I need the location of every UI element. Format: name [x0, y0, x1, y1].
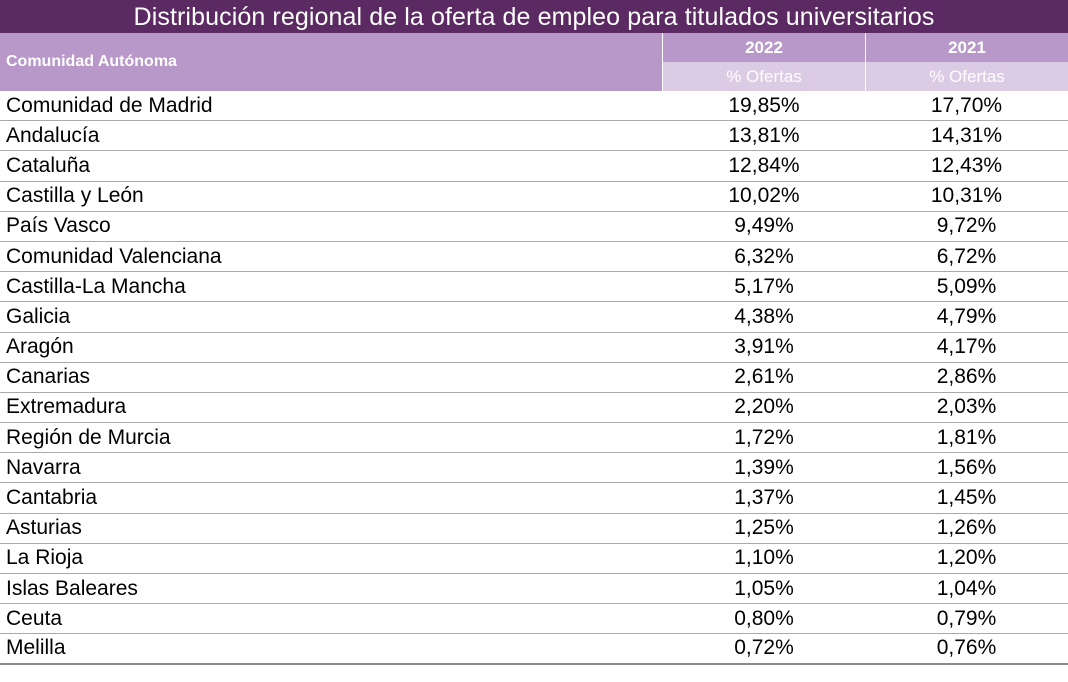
- table-row: Aragón 3,91% 4,17%: [0, 333, 1068, 363]
- value-2022-cell: 19,85%: [728, 93, 800, 117]
- year-2022-label: 2022: [663, 33, 865, 62]
- region-name-cell: Comunidad Valenciana: [6, 244, 222, 268]
- value-2022-cell: 9,49%: [734, 214, 794, 238]
- region-name-cell: Islas Baleares: [6, 576, 138, 600]
- region-name-cell: Melilla: [6, 636, 66, 660]
- table-row: Ceuta 0,80% 0,79%: [0, 604, 1068, 635]
- region-name-cell: Asturias: [6, 516, 82, 540]
- table-row: País Vasco 9,49% 9,72%: [0, 212, 1068, 242]
- region-name-cell: Comunidad de Madrid: [6, 93, 213, 117]
- year-2022-column-header: 2022 % Ofertas: [663, 33, 865, 91]
- table-row: Melilla 0,72% 0,76%: [0, 634, 1068, 665]
- table-body: Comunidad de Madrid 19,85% 17,70% Andalucía…: [0, 91, 1068, 665]
- value-2022-cell: 1,05%: [734, 576, 794, 600]
- table-row: Castilla y León 10,02% 10,31%: [0, 182, 1068, 212]
- table-row: La Rioja 1,10% 1,20%: [0, 544, 1068, 574]
- table-row: Navarra 1,39% 1,56%: [0, 453, 1068, 484]
- value-2022-cell: 0,80%: [734, 606, 794, 630]
- value-2021-cell: 1,81%: [936, 425, 997, 449]
- table-row: Canarias 2,61% 2,86%: [0, 363, 1068, 393]
- value-2021-cell: 1,56%: [936, 455, 997, 479]
- value-2021-cell: 6,72%: [936, 244, 997, 268]
- value-2022-cell: 1,72%: [734, 425, 794, 449]
- region-name-cell: Galicia: [6, 304, 71, 328]
- value-2022-cell: 0,72%: [734, 636, 794, 660]
- value-2021-cell: 1,20%: [936, 546, 997, 570]
- value-2021-cell: 0,79%: [936, 606, 997, 630]
- value-2022-cell: 4,38%: [734, 304, 794, 328]
- table-row: Comunidad Valenciana 6,32% 6,72%: [0, 242, 1068, 273]
- region-name-cell: País Vasco: [6, 214, 111, 238]
- value-2021-cell: 17,70%: [930, 93, 1003, 117]
- table-header: Comunidad Autónoma 2022 % Ofertas 2021 %…: [0, 33, 1068, 91]
- region-column-header: Comunidad Autónoma: [0, 33, 663, 91]
- value-2021-cell: 10,31%: [930, 184, 1003, 208]
- value-2021-cell: 2,86%: [936, 365, 997, 389]
- table-row: Castilla-La Mancha 5,17% 5,09%: [0, 272, 1068, 303]
- region-name-cell: Región de Murcia: [6, 425, 171, 449]
- region-name-cell: Cataluña: [6, 153, 91, 177]
- region-name-cell: Extremadura: [6, 395, 127, 419]
- value-2022-cell: 1,39%: [734, 455, 794, 479]
- region-name-cell: Castilla-La Mancha: [6, 274, 186, 298]
- value-2022-cell: 2,61%: [734, 365, 794, 389]
- value-2022-cell: 3,91%: [734, 335, 794, 359]
- year-2021-column-header: 2021 % Ofertas: [865, 33, 1068, 91]
- value-2021-cell: 1,45%: [936, 486, 997, 510]
- region-name-cell: Andalucía: [6, 123, 100, 147]
- region-name-cell: La Rioja: [6, 546, 84, 570]
- value-2022-cell: 12,84%: [728, 153, 800, 177]
- table-row: Asturias 1,25% 1,26%: [0, 514, 1068, 544]
- table-row: Cataluña 12,84% 12,43%: [0, 151, 1068, 182]
- value-2021-cell: 1,26%: [936, 516, 997, 540]
- table-row: Islas Baleares 1,05% 1,04%: [0, 574, 1068, 605]
- region-name-cell: Ceuta: [6, 606, 63, 630]
- region-name-cell: Castilla y León: [6, 184, 144, 208]
- value-2021-cell: 9,72%: [936, 214, 997, 238]
- value-2021-cell: 1,04%: [936, 576, 997, 600]
- value-2022-cell: 1,37%: [734, 486, 794, 510]
- value-2021-cell: 4,79%: [936, 304, 997, 328]
- region-name-cell: Aragón: [6, 335, 74, 359]
- value-2022-cell: 6,32%: [734, 244, 794, 268]
- region-name-cell: Canarias: [6, 365, 91, 389]
- table-row: Región de Murcia 1,72% 1,81%: [0, 423, 1068, 454]
- region-name-cell: Navarra: [6, 455, 81, 479]
- value-2022-cell: 1,25%: [734, 516, 794, 540]
- value-2022-cell: 1,10%: [734, 546, 794, 570]
- year-2021-label: 2021: [866, 33, 1068, 62]
- table-row: Comunidad de Madrid 19,85% 17,70%: [0, 91, 1068, 122]
- table-row: Cantabria 1,37% 1,45%: [0, 483, 1068, 514]
- ofertas-2021-subheader: % Ofertas: [866, 62, 1068, 91]
- value-2021-cell: 14,31%: [930, 123, 1003, 147]
- value-2021-cell: 4,17%: [936, 335, 997, 359]
- table-row: Galicia 4,38% 4,79%: [0, 302, 1068, 333]
- table-row: Extremadura 2,20% 2,03%: [0, 393, 1068, 424]
- table-title: Distribución regional de la oferta de em…: [0, 0, 1068, 33]
- value-2021-cell: 12,43%: [930, 153, 1003, 177]
- value-2022-cell: 2,20%: [734, 395, 794, 419]
- ofertas-2022-subheader: % Ofertas: [663, 62, 865, 91]
- value-2022-cell: 10,02%: [728, 184, 800, 208]
- value-2021-cell: 5,09%: [936, 274, 997, 298]
- table-row: Andalucía 13,81% 14,31%: [0, 121, 1068, 152]
- value-2021-cell: 2,03%: [936, 395, 997, 419]
- region-name-cell: Cantabria: [6, 486, 98, 510]
- value-2021-cell: 0,76%: [936, 636, 997, 660]
- value-2022-cell: 5,17%: [734, 274, 794, 298]
- value-2022-cell: 13,81%: [728, 123, 800, 147]
